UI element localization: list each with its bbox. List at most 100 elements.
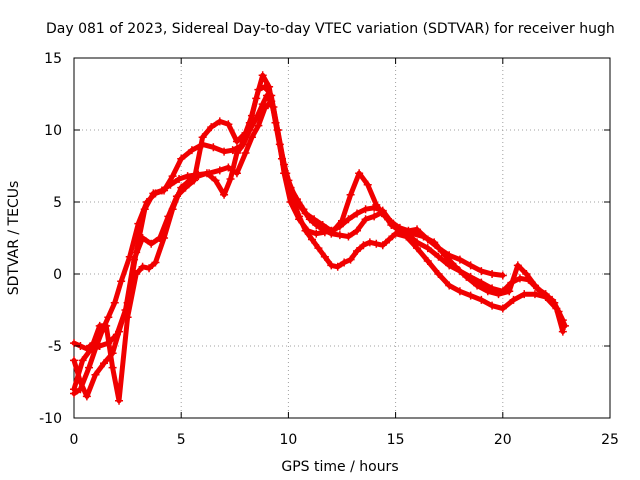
chart-title: Day 081 of 2023, Sidereal Day-to-day VTE… xyxy=(46,21,615,37)
y-tick-label: -10 xyxy=(39,411,62,427)
data-point xyxy=(220,190,229,199)
data-point xyxy=(541,293,550,302)
data-point xyxy=(353,226,362,235)
data-point xyxy=(145,264,154,273)
data-point xyxy=(509,295,518,304)
data-point xyxy=(78,356,87,365)
x-tick-label: 0 xyxy=(70,432,79,448)
data-point xyxy=(132,270,141,278)
data-point xyxy=(100,359,109,368)
data-point xyxy=(314,244,323,253)
data-point xyxy=(524,275,533,284)
x-tick-label: 15 xyxy=(387,432,405,448)
data-point xyxy=(89,339,98,348)
data-point xyxy=(305,215,314,224)
data-point xyxy=(299,205,308,214)
data-point xyxy=(295,212,304,221)
data-point xyxy=(391,229,400,238)
data-point xyxy=(138,262,147,271)
data-point xyxy=(70,385,78,394)
x-tick-label: 25 xyxy=(601,432,619,448)
data-point xyxy=(318,225,327,234)
data-point xyxy=(340,258,349,267)
data-point xyxy=(202,169,211,178)
data-point xyxy=(258,100,267,109)
data-point xyxy=(254,121,263,130)
x-tick-label: 10 xyxy=(279,432,297,448)
data-point xyxy=(102,321,111,330)
data-point xyxy=(198,133,207,142)
data-point xyxy=(515,274,524,283)
x-tick-label: 5 xyxy=(177,432,186,448)
data-point xyxy=(211,176,220,185)
data-point xyxy=(355,169,364,178)
data-point xyxy=(466,261,475,270)
data-point xyxy=(207,123,216,132)
data-point xyxy=(147,239,156,248)
data-point xyxy=(455,255,464,264)
data-point xyxy=(320,252,329,261)
data-point xyxy=(558,327,567,336)
data-point xyxy=(488,284,497,293)
data-point xyxy=(282,169,291,178)
data-point xyxy=(372,239,381,248)
data-point xyxy=(327,261,336,270)
data-point xyxy=(434,270,443,278)
data-point xyxy=(344,215,353,224)
data-point xyxy=(430,238,439,247)
data-point xyxy=(520,290,529,299)
data-point xyxy=(117,277,126,286)
x-tick-label: 20 xyxy=(494,432,512,448)
data-point xyxy=(160,234,169,242)
plot-frame xyxy=(73,57,611,419)
data-point xyxy=(423,257,432,266)
data-point xyxy=(440,251,449,260)
data-point xyxy=(254,85,263,94)
data-point xyxy=(232,137,241,146)
data-point xyxy=(346,255,355,264)
data-point xyxy=(370,212,379,221)
data-point xyxy=(466,291,475,300)
data-point xyxy=(85,363,94,372)
data-point xyxy=(359,241,368,250)
data-point xyxy=(353,209,362,218)
data-point xyxy=(335,231,344,240)
x-axis: 0 5 10 15 20 25 xyxy=(70,58,619,448)
data-point xyxy=(140,205,149,214)
data-point xyxy=(423,244,432,253)
data-point xyxy=(488,270,497,278)
data-point xyxy=(301,226,310,235)
data-point xyxy=(149,189,158,198)
data-point xyxy=(455,287,464,296)
data-point xyxy=(346,190,355,199)
data-point xyxy=(455,267,464,276)
data-point xyxy=(138,234,147,242)
data-point xyxy=(252,114,261,123)
data-point xyxy=(183,172,192,181)
data-point xyxy=(445,281,454,290)
data-point xyxy=(466,272,475,281)
grid xyxy=(74,58,610,418)
y-tick-label: 15 xyxy=(44,51,62,67)
data-point xyxy=(95,342,104,350)
x-axis-label: GPS time / hours xyxy=(281,459,398,475)
data-point xyxy=(363,180,372,189)
data-point xyxy=(312,221,321,230)
data-point xyxy=(477,278,486,287)
data-point xyxy=(275,140,284,149)
data-point xyxy=(402,232,411,241)
series-markers-track-d xyxy=(70,91,567,405)
data-point xyxy=(70,356,78,365)
data-point xyxy=(123,313,132,322)
data-point xyxy=(498,304,507,313)
data-point xyxy=(477,267,486,276)
data-point xyxy=(226,174,235,183)
data-point xyxy=(157,186,166,195)
y-tick-label: 10 xyxy=(44,123,62,139)
data-point xyxy=(194,172,203,181)
data-point xyxy=(209,143,218,152)
data-point xyxy=(530,290,539,299)
series-group xyxy=(70,71,569,405)
data-point xyxy=(220,147,229,156)
